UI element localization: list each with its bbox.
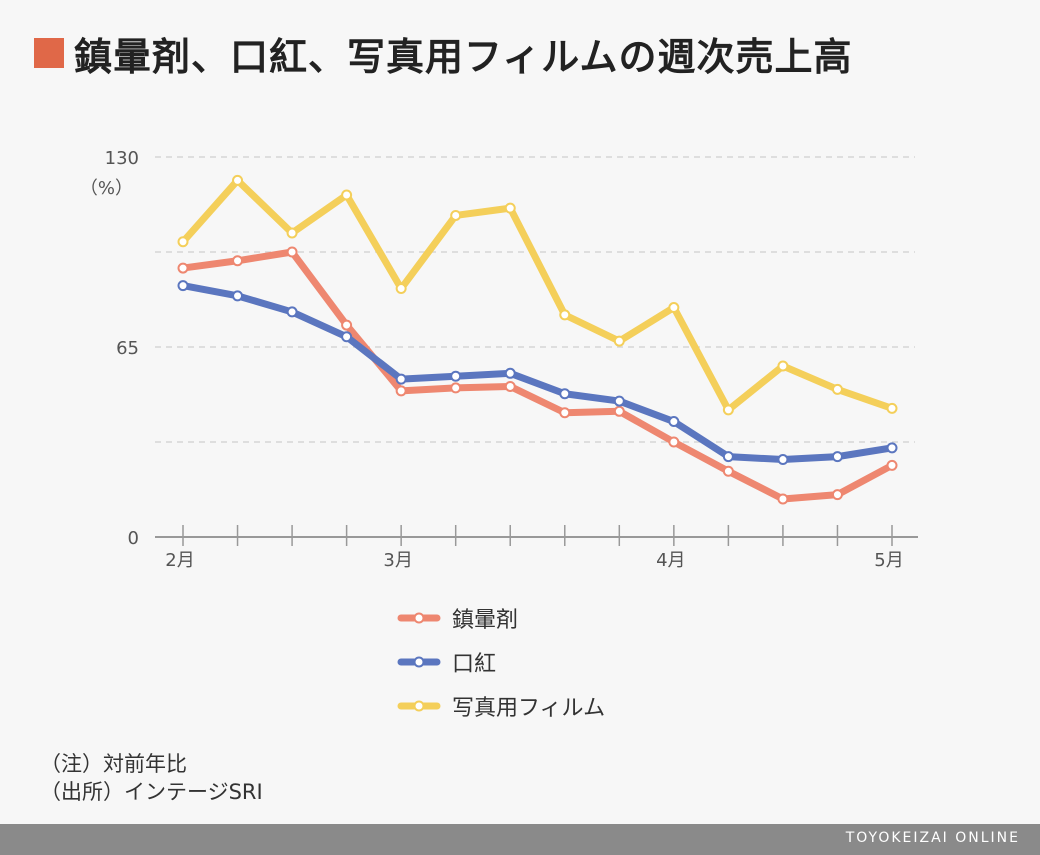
data-point bbox=[777, 360, 789, 372]
data-point bbox=[668, 416, 680, 428]
line-chart: 0 65 130 （%） 2月 3月 4月 5月 bbox=[80, 148, 918, 571]
data-point bbox=[232, 290, 244, 302]
legend-label: 写真用フィルム bbox=[452, 696, 606, 721]
data-point bbox=[777, 454, 789, 466]
note-source: （出所）インテージSRI bbox=[40, 780, 263, 804]
note-ratio: （注）対前年比 bbox=[40, 752, 187, 776]
series-line bbox=[179, 248, 896, 503]
series-line bbox=[179, 176, 896, 414]
data-point bbox=[504, 202, 516, 214]
data-point bbox=[722, 404, 734, 416]
x-tick-label: 4月 bbox=[656, 550, 685, 571]
data-point bbox=[504, 367, 516, 379]
series-line bbox=[179, 282, 896, 464]
data-point bbox=[395, 385, 407, 397]
legend-swatch-icon bbox=[397, 700, 441, 712]
data-point bbox=[504, 380, 516, 392]
data-point bbox=[831, 383, 843, 395]
data-point bbox=[613, 335, 625, 347]
data-point bbox=[831, 451, 843, 463]
data-point bbox=[613, 405, 625, 417]
legend-label: 鎮暈剤 bbox=[452, 608, 519, 633]
data-point bbox=[232, 174, 244, 186]
data-point bbox=[831, 489, 843, 501]
legend-item: 鎮暈剤 bbox=[396, 596, 605, 640]
data-point bbox=[450, 370, 462, 382]
data-point bbox=[559, 388, 571, 400]
legend-item: 写真用フィルム bbox=[396, 684, 605, 728]
notes: （注）対前年比 （出所）インテージSRI bbox=[40, 750, 263, 806]
legend-marker bbox=[413, 700, 425, 712]
data-point bbox=[559, 407, 571, 419]
legend-swatch-icon bbox=[397, 612, 441, 624]
chart-title: 鎮暈剤、口紅、写真用フィルムの週次売上高 bbox=[34, 26, 852, 80]
data-point bbox=[722, 465, 734, 477]
footer-bar: TOYOKEIZAI ONLINE bbox=[0, 824, 1040, 855]
data-point bbox=[668, 436, 680, 448]
data-point bbox=[559, 309, 571, 321]
data-point bbox=[450, 209, 462, 221]
data-point bbox=[232, 255, 244, 267]
x-tick-label: 2月 bbox=[165, 550, 194, 571]
title-square-icon bbox=[34, 38, 64, 68]
data-point bbox=[395, 373, 407, 385]
data-point bbox=[886, 402, 898, 414]
data-point bbox=[886, 459, 898, 471]
legend: 鎮暈剤口紅写真用フィルム bbox=[396, 596, 605, 728]
data-point bbox=[450, 382, 462, 394]
data-point bbox=[668, 302, 680, 314]
y-tick-label: 0 bbox=[128, 528, 139, 549]
x-tick-label: 5月 bbox=[874, 550, 903, 571]
data-point bbox=[777, 493, 789, 505]
title-text: 鎮暈剤、口紅、写真用フィルムの週次売上高 bbox=[74, 34, 853, 79]
y-axis-label: （%） bbox=[80, 178, 133, 199]
data-point bbox=[286, 227, 298, 239]
data-point bbox=[286, 246, 298, 258]
legend-item: 口紅 bbox=[396, 640, 605, 684]
data-point bbox=[886, 442, 898, 454]
legend-marker bbox=[413, 612, 425, 624]
data-point bbox=[341, 319, 353, 331]
data-point bbox=[341, 331, 353, 343]
data-point bbox=[177, 236, 189, 248]
data-point bbox=[395, 283, 407, 295]
y-tick-label: 65 bbox=[116, 338, 139, 359]
legend-swatch-icon bbox=[397, 656, 441, 668]
x-tick-label: 3月 bbox=[383, 550, 412, 571]
legend-label: 口紅 bbox=[452, 652, 497, 677]
data-point bbox=[613, 395, 625, 407]
data-point bbox=[722, 451, 734, 463]
data-point bbox=[286, 306, 298, 318]
y-tick-label: 130 bbox=[105, 148, 139, 169]
footer-brand: TOYOKEIZAI ONLINE bbox=[845, 830, 1020, 846]
data-point bbox=[341, 189, 353, 201]
legend-marker bbox=[413, 656, 425, 668]
data-point bbox=[177, 262, 189, 274]
data-point bbox=[177, 280, 189, 292]
